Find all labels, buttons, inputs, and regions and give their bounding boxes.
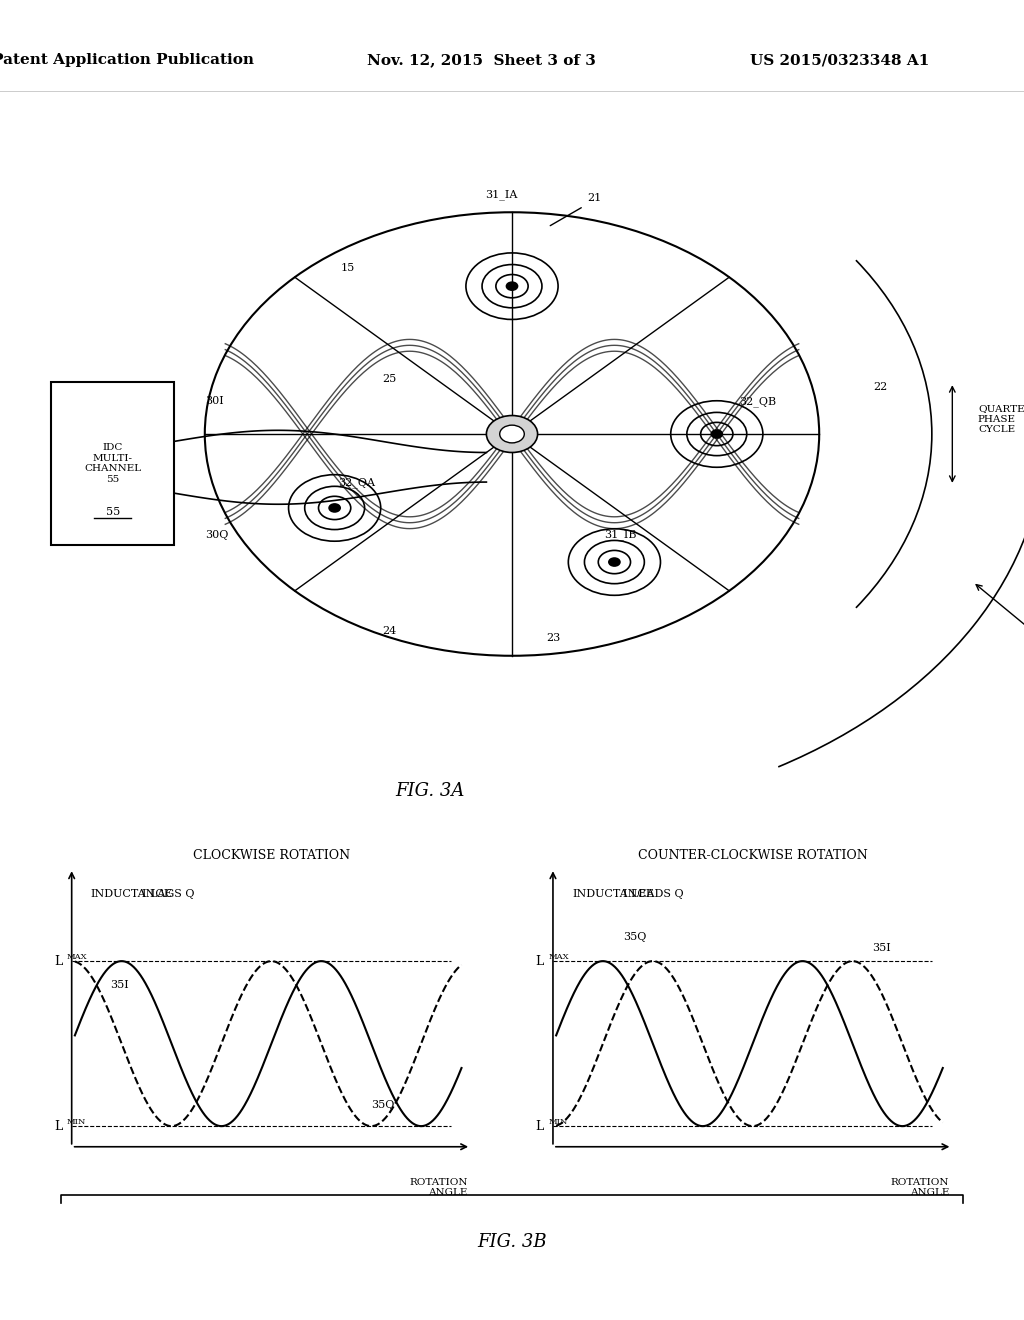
Text: 31_IB: 31_IB [604, 529, 637, 540]
Text: MAX: MAX [548, 953, 568, 961]
Text: 30I: 30I [205, 396, 223, 407]
Text: 15: 15 [341, 264, 355, 273]
Text: QUARTER
PHASE
CYCLE: QUARTER PHASE CYCLE [978, 404, 1024, 434]
Text: US 2015/0323348 A1: US 2015/0323348 A1 [750, 53, 930, 67]
Text: ROTATION
ANGLE: ROTATION ANGLE [410, 1177, 468, 1197]
Text: Patent Application Publication: Patent Application Publication [0, 53, 254, 67]
Text: Nov. 12, 2015  Sheet 3 of 3: Nov. 12, 2015 Sheet 3 of 3 [367, 53, 596, 67]
Text: MAX: MAX [67, 953, 87, 961]
Circle shape [486, 416, 538, 453]
Text: L: L [536, 954, 544, 968]
Text: 31_IA: 31_IA [485, 190, 518, 201]
Circle shape [500, 425, 524, 444]
Text: 24: 24 [382, 626, 396, 636]
Text: 30Q: 30Q [205, 529, 228, 540]
Circle shape [712, 430, 722, 438]
Text: 32_QA: 32_QA [338, 478, 375, 488]
Text: 35Q: 35Q [371, 1101, 394, 1110]
Text: 22: 22 [873, 381, 888, 392]
Circle shape [507, 282, 517, 290]
Text: INDUCTANCE: INDUCTANCE [91, 890, 173, 899]
Text: I LEADS Q: I LEADS Q [623, 890, 683, 899]
Text: MIN: MIN [67, 1118, 86, 1126]
Text: CLOCKWISE ROTATION: CLOCKWISE ROTATION [193, 849, 350, 862]
Text: IDC
MULTI-
CHANNEL
55: IDC MULTI- CHANNEL 55 [84, 444, 141, 483]
Text: INDUCTANCE: INDUCTANCE [572, 890, 654, 899]
Text: 25: 25 [382, 375, 396, 384]
Text: MIN: MIN [548, 1118, 567, 1126]
Text: L: L [54, 954, 62, 968]
Text: 35I: 35I [110, 981, 129, 990]
Bar [51, 383, 174, 545]
Text: 35I: 35I [872, 942, 891, 953]
Circle shape [609, 558, 620, 566]
Text: FIG. 3B: FIG. 3B [477, 1233, 547, 1251]
Text: 35Q: 35Q [623, 932, 646, 942]
Text: I LAGS Q: I LAGS Q [141, 890, 195, 899]
Text: 55: 55 [105, 507, 120, 516]
Text: FIG. 3A: FIG. 3A [395, 783, 465, 800]
Text: ROTATION
ANGLE: ROTATION ANGLE [891, 1177, 949, 1197]
Text: COUNTER-CLOCKWISE ROTATION: COUNTER-CLOCKWISE ROTATION [638, 849, 867, 862]
Text: L: L [54, 1119, 62, 1133]
Text: 21: 21 [587, 193, 601, 203]
Text: 32_QB: 32_QB [739, 396, 776, 407]
Text: L: L [536, 1119, 544, 1133]
Circle shape [329, 504, 340, 512]
Text: 23: 23 [546, 634, 560, 643]
